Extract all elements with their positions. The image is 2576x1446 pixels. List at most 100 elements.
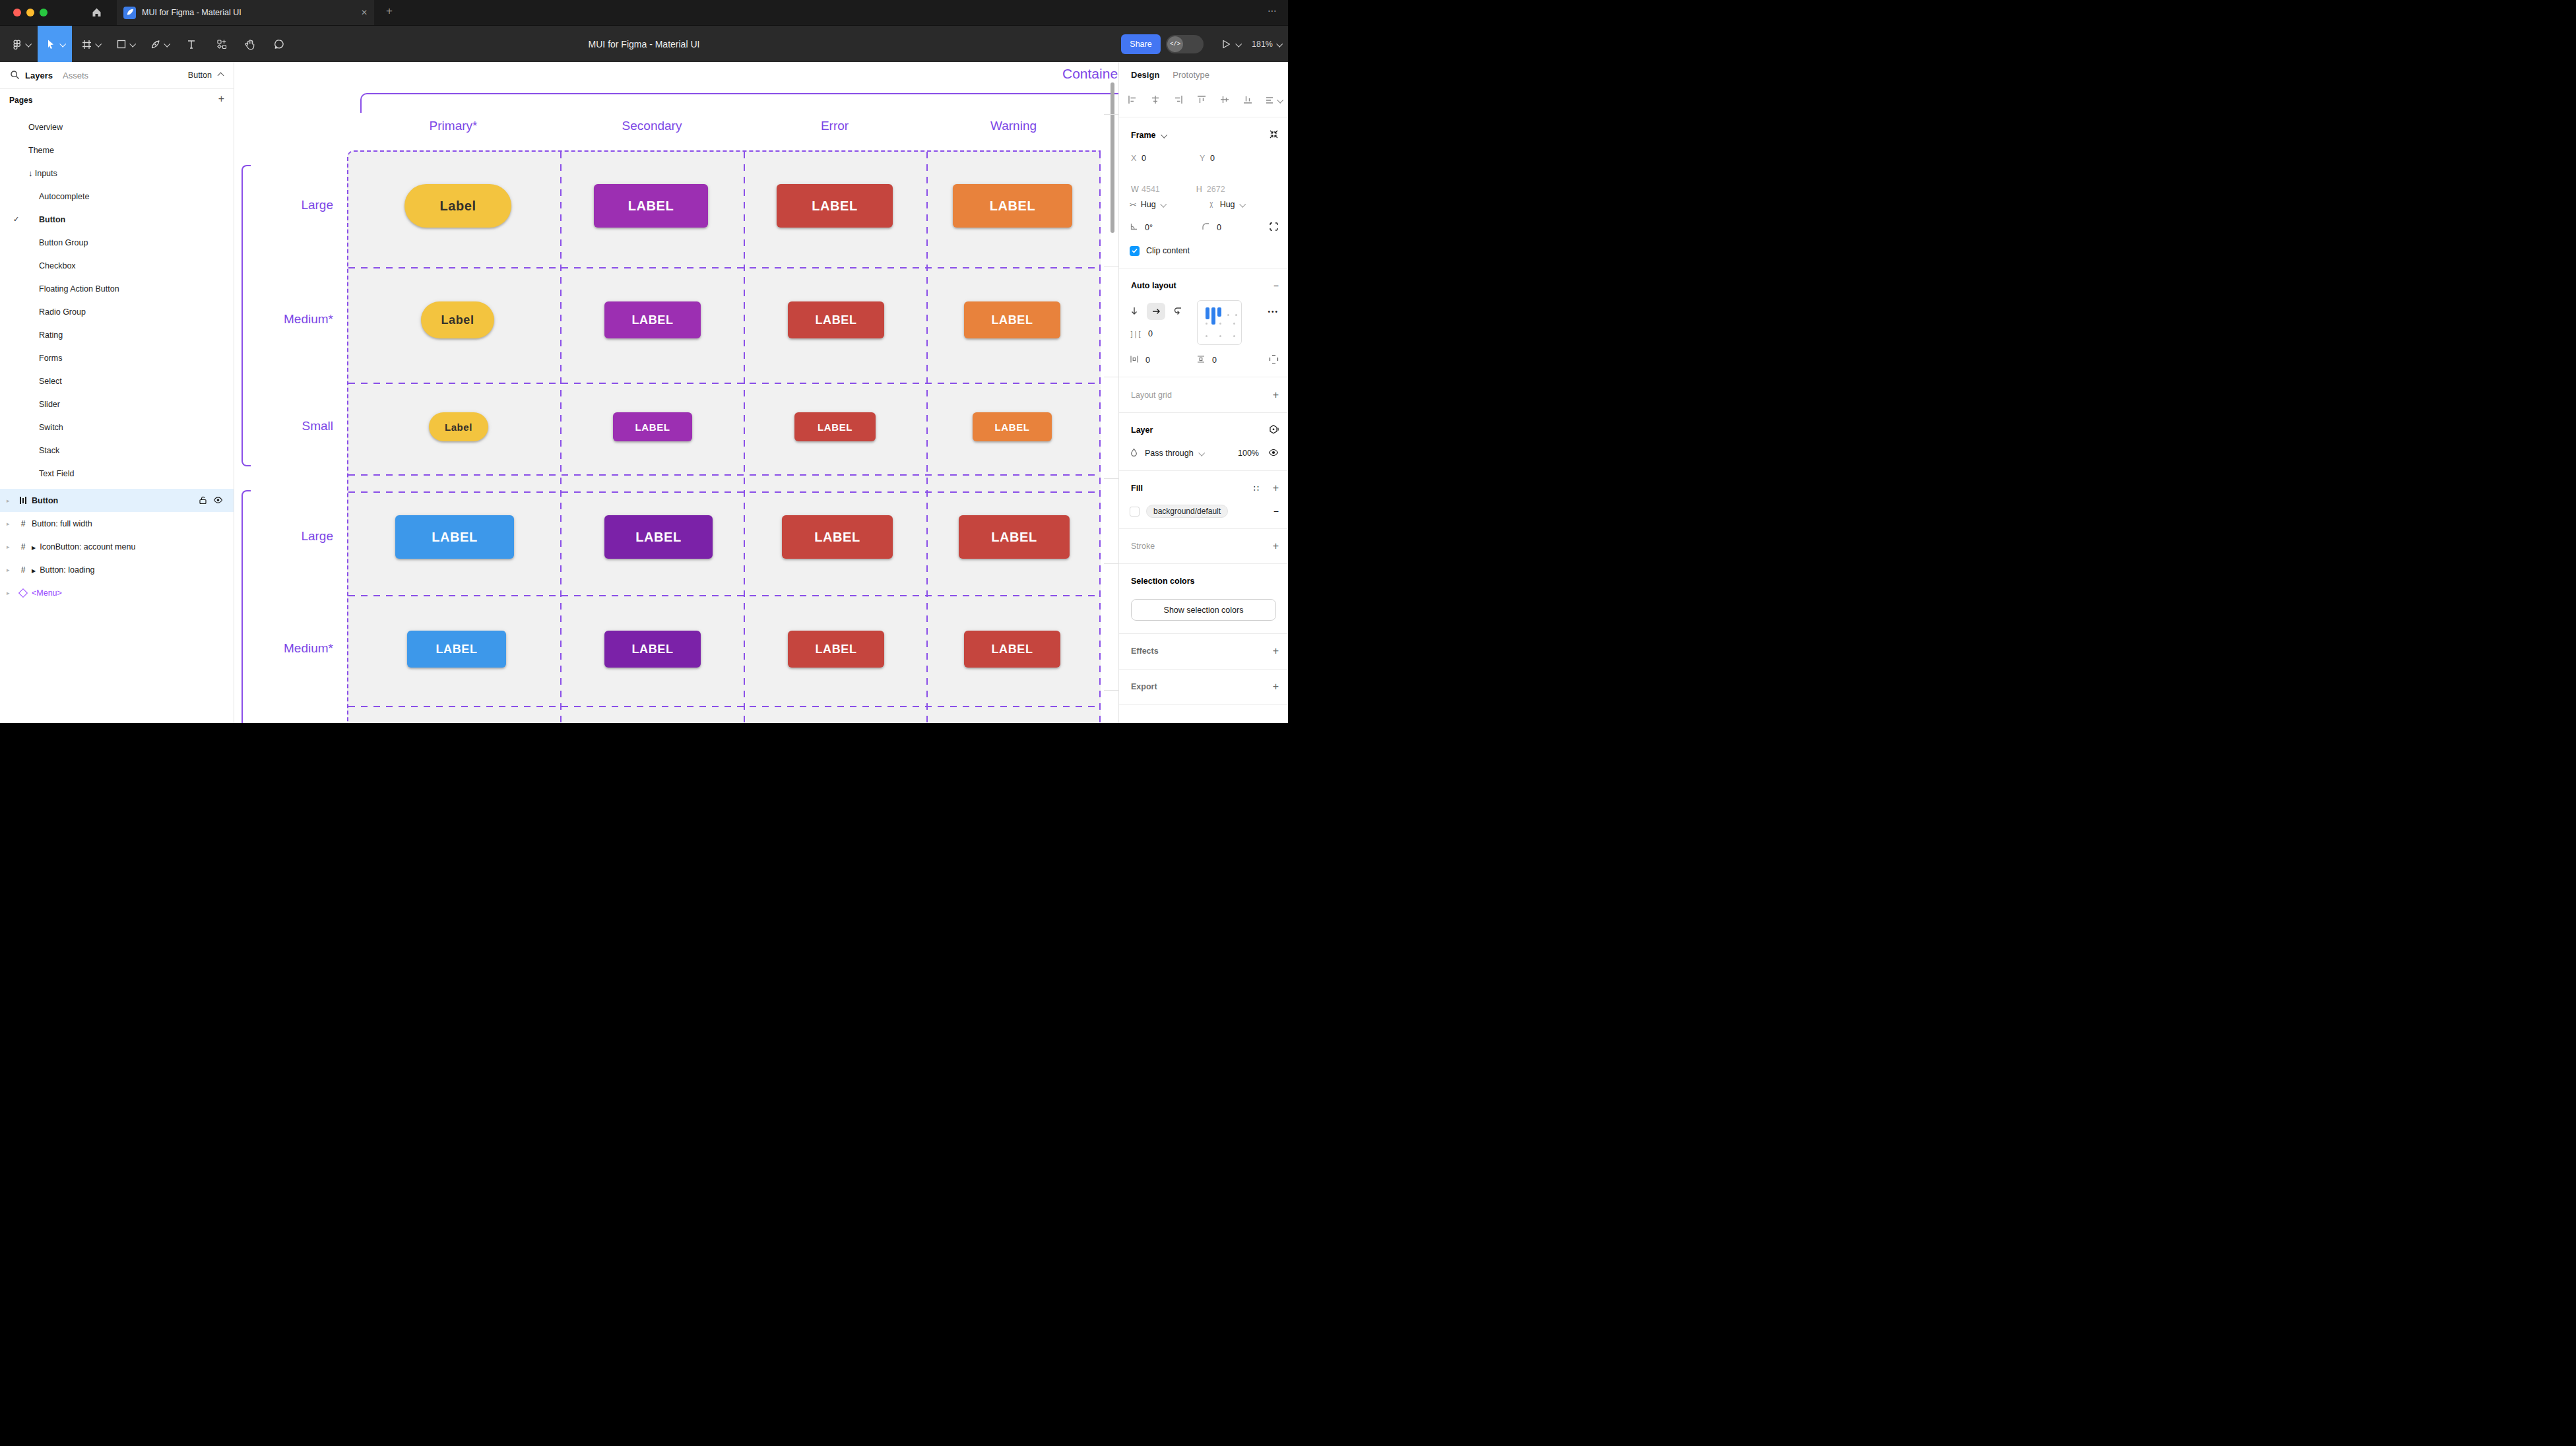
button-specimen[interactable]: LABEL bbox=[964, 631, 1060, 668]
home-icon[interactable] bbox=[91, 7, 102, 20]
tab-design[interactable]: Design bbox=[1131, 70, 1159, 80]
gap-input[interactable]: 0 bbox=[1148, 329, 1153, 338]
corner-radius-input[interactable]: 0 bbox=[1217, 223, 1221, 232]
zoom-menu[interactable]: 181% bbox=[1252, 26, 1281, 63]
hug-vertical-select[interactable]: Hug bbox=[1220, 200, 1235, 209]
page-item-slider[interactable]: Slider bbox=[0, 393, 234, 416]
show-selection-colors-button[interactable]: Show selection colors bbox=[1131, 599, 1276, 621]
add-fill-button[interactable]: + bbox=[1273, 482, 1279, 494]
window-overflow-menu[interactable]: ⋯ bbox=[1268, 5, 1277, 16]
page-item-autocomplete[interactable]: Autocomplete bbox=[0, 185, 234, 208]
direction-wrap-icon[interactable] bbox=[1173, 306, 1183, 317]
layer-item-iconbutton-account-menu[interactable]: ▸#▶IconButton: account menu bbox=[0, 535, 234, 558]
direction-vertical-icon[interactable] bbox=[1130, 306, 1139, 317]
align-top-icon[interactable] bbox=[1196, 94, 1207, 107]
page-item-button-group[interactable]: Button Group bbox=[0, 231, 234, 254]
tab-prototype[interactable]: Prototype bbox=[1173, 70, 1209, 80]
page-item-theme[interactable]: Theme bbox=[0, 139, 234, 162]
button-specimen[interactable]: LABEL bbox=[777, 184, 893, 228]
page-item-switch[interactable]: Switch bbox=[0, 416, 234, 439]
page-item-overview[interactable]: Overview bbox=[0, 115, 234, 139]
expand-chevron-icon[interactable]: ▸ bbox=[7, 567, 10, 573]
direction-horizontal-icon[interactable] bbox=[1147, 303, 1165, 320]
hug-horizontal-select[interactable]: Hug bbox=[1141, 200, 1156, 209]
opacity-input[interactable]: 100% bbox=[1238, 449, 1259, 458]
layer-visibility-icon[interactable] bbox=[1268, 448, 1279, 459]
clip-content-checkbox[interactable] bbox=[1130, 246, 1140, 256]
page-item-checkbox[interactable]: Checkbox bbox=[0, 254, 234, 277]
add-layout-grid-button[interactable]: + bbox=[1273, 389, 1279, 401]
page-item-forms[interactable]: Forms bbox=[0, 346, 234, 369]
resources-tool-button[interactable] bbox=[214, 26, 230, 63]
button-specimen[interactable]: LABEL bbox=[395, 515, 514, 559]
frame-title[interactable]: Contained bbox=[1062, 66, 1118, 82]
traffic-zoom-button[interactable] bbox=[40, 9, 48, 16]
layer-item-button-full-width[interactable]: ▸#Button: full width bbox=[0, 512, 234, 535]
vertical-padding-input[interactable]: 0 bbox=[1212, 356, 1217, 365]
button-specimen[interactable]: LABEL bbox=[788, 301, 884, 338]
remove-fill-button[interactable]: − bbox=[1273, 506, 1279, 517]
button-specimen[interactable]: LABEL bbox=[604, 631, 701, 668]
frame-label[interactable]: Frame bbox=[1131, 131, 1156, 140]
page-item-inputs[interactable]: ↓ Inputs bbox=[0, 162, 234, 185]
button-specimen[interactable]: LABEL bbox=[959, 515, 1070, 559]
rotation-input[interactable]: 0° bbox=[1145, 223, 1153, 232]
shape-tool-button[interactable] bbox=[112, 26, 139, 63]
button-specimen[interactable]: LABEL bbox=[594, 184, 708, 228]
layer-item--menu-[interactable]: ▸<Menu> bbox=[0, 581, 234, 604]
button-specimen[interactable]: Label bbox=[421, 301, 494, 338]
button-specimen[interactable]: LABEL bbox=[788, 631, 884, 668]
page-item-button[interactable]: ✓Button bbox=[0, 208, 234, 231]
tab-assets[interactable]: Assets bbox=[63, 71, 88, 80]
width-input[interactable]: 4541 bbox=[1142, 185, 1160, 194]
text-tool-button[interactable] bbox=[183, 26, 199, 63]
button-specimen[interactable]: LABEL bbox=[964, 301, 1060, 338]
clip-content-row[interactable]: Clip content bbox=[1119, 243, 1288, 259]
add-export-button[interactable]: + bbox=[1273, 681, 1279, 693]
add-stroke-button[interactable]: + bbox=[1273, 540, 1279, 552]
horizontal-padding-input[interactable]: 0 bbox=[1145, 356, 1150, 365]
add-effect-button[interactable]: + bbox=[1273, 645, 1279, 657]
collapse-icon[interactable] bbox=[1269, 129, 1279, 141]
layer-item-button[interactable]: ▸Button bbox=[0, 489, 234, 512]
tab-close-icon[interactable]: ✕ bbox=[361, 8, 368, 17]
expand-chevron-icon[interactable]: ▸ bbox=[7, 497, 10, 504]
tab-layers[interactable]: Layers bbox=[25, 71, 53, 80]
blend-mode-select[interactable]: Pass through bbox=[1145, 449, 1194, 458]
fill-color-swatch[interactable] bbox=[1130, 507, 1140, 517]
button-specimen[interactable]: LABEL bbox=[604, 515, 713, 559]
x-input[interactable]: 0 bbox=[1142, 154, 1146, 163]
page-item-rating[interactable]: Rating bbox=[0, 323, 234, 346]
expand-chevron-icon[interactable]: ▸ bbox=[7, 590, 10, 596]
individual-padding-icon[interactable] bbox=[1269, 354, 1279, 366]
button-specimen[interactable]: LABEL bbox=[613, 412, 692, 441]
button-specimen[interactable]: LABEL bbox=[794, 412, 876, 441]
frame-tool-button[interactable] bbox=[78, 26, 104, 63]
button-specimen[interactable]: LABEL bbox=[973, 412, 1052, 441]
blend-mode-icon[interactable] bbox=[1268, 424, 1279, 437]
page-item-text-field[interactable]: Text Field bbox=[0, 462, 234, 485]
button-specimen[interactable]: Label bbox=[429, 412, 488, 441]
search-icon[interactable] bbox=[10, 70, 20, 82]
pen-tool-button[interactable] bbox=[146, 26, 173, 63]
canvas[interactable]: Contained Primary*SecondaryErrorWarning … bbox=[234, 62, 1118, 723]
present-button[interactable] bbox=[1221, 26, 1240, 63]
align-right-icon[interactable] bbox=[1173, 94, 1184, 107]
hand-tool-button[interactable] bbox=[242, 26, 259, 63]
page-item-select[interactable]: Select bbox=[0, 369, 234, 393]
move-tool-button[interactable] bbox=[38, 26, 72, 63]
comment-tool-button[interactable] bbox=[271, 26, 288, 63]
new-tab-button[interactable]: + bbox=[386, 5, 393, 18]
height-input[interactable]: 2672 bbox=[1207, 185, 1225, 194]
document-tab[interactable]: MUI for Figma - Material UI ✕ bbox=[117, 0, 374, 25]
button-specimen[interactable]: LABEL bbox=[782, 515, 893, 559]
page-item-radio-group[interactable]: Radio Group bbox=[0, 300, 234, 323]
add-page-button[interactable]: + bbox=[218, 93, 224, 105]
fill-styles-icon[interactable]: ∷ bbox=[1254, 484, 1259, 493]
align-vertical-center-icon[interactable] bbox=[1219, 94, 1230, 107]
unlock-icon[interactable] bbox=[199, 495, 207, 507]
auto-layout-more-icon[interactable]: ••• bbox=[1268, 308, 1279, 315]
traffic-close-button[interactable] bbox=[13, 9, 21, 16]
expand-chevron-icon[interactable]: ▸ bbox=[7, 544, 10, 550]
independent-corners-icon[interactable] bbox=[1269, 222, 1279, 234]
